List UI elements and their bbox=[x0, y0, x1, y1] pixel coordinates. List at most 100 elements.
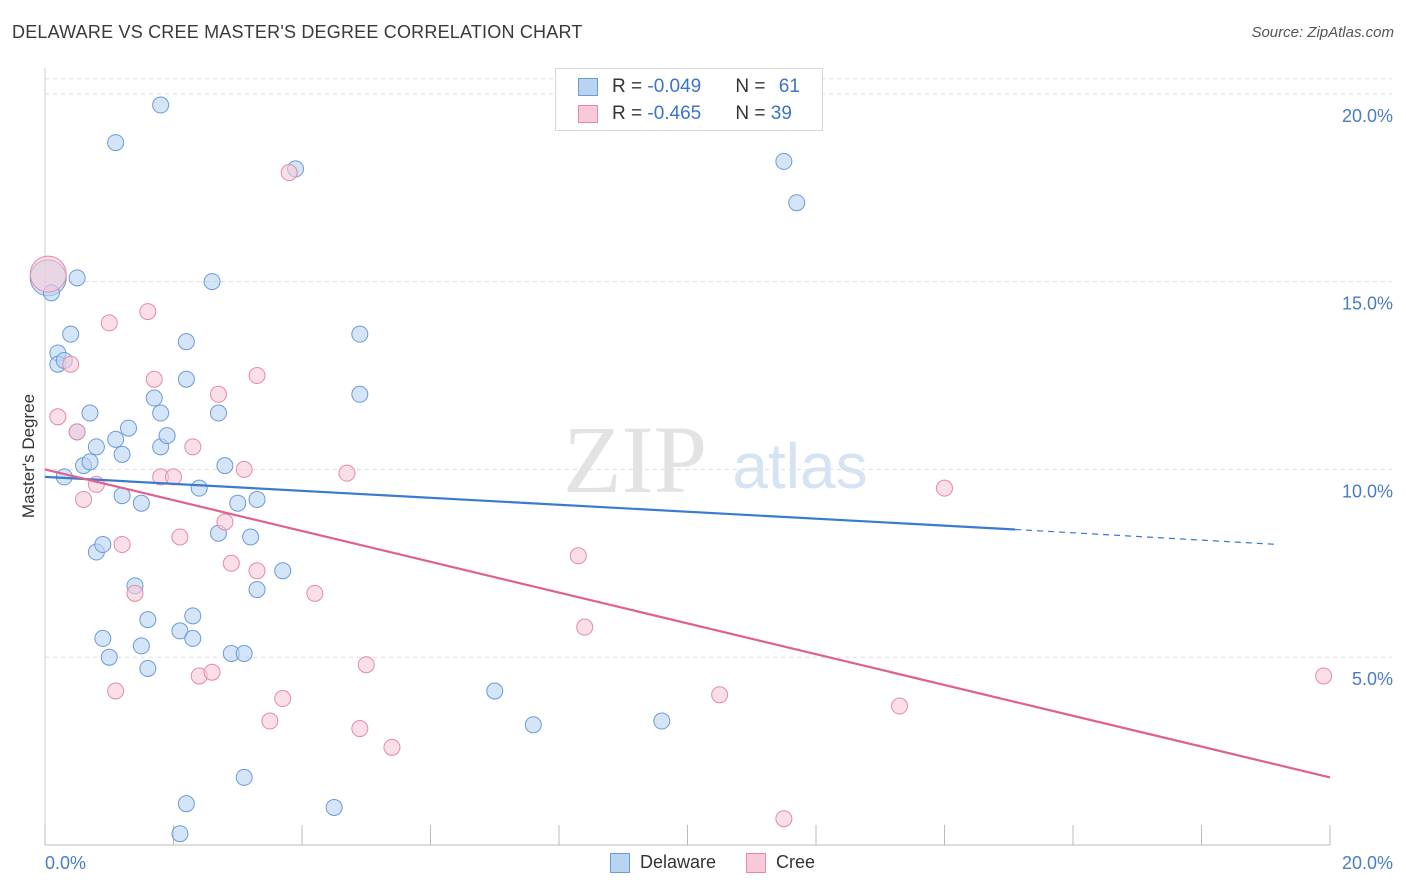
cree-swatch bbox=[578, 105, 598, 123]
delaware-point bbox=[274, 562, 292, 580]
delaware-point bbox=[351, 325, 369, 343]
delaware-point bbox=[235, 768, 253, 786]
delaware-point bbox=[113, 445, 131, 463]
y-tick-label: 10.0% bbox=[1342, 481, 1393, 501]
chart-title: DELAWARE VS CREE MASTER'S DEGREE CORRELA… bbox=[12, 22, 583, 42]
delaware-point bbox=[177, 370, 195, 388]
cree-point bbox=[62, 355, 80, 373]
cree-point bbox=[216, 513, 234, 531]
delaware-point bbox=[248, 490, 266, 508]
delaware-point bbox=[100, 648, 118, 666]
cree-point bbox=[203, 663, 221, 681]
cree-point bbox=[711, 686, 729, 704]
delaware-point bbox=[139, 659, 157, 677]
delaware-point bbox=[62, 325, 80, 343]
delaware-point bbox=[235, 644, 253, 662]
cree-legend-swatch bbox=[746, 852, 767, 873]
cree-point bbox=[261, 712, 279, 730]
delaware-point bbox=[107, 134, 125, 152]
delaware-point bbox=[486, 682, 504, 700]
delaware-point bbox=[653, 712, 671, 730]
delaware-point bbox=[203, 273, 221, 291]
cree-point bbox=[569, 547, 587, 565]
scatter-points bbox=[29, 96, 1333, 843]
y-tick-label: 5.0% bbox=[1352, 669, 1393, 689]
delaware-point bbox=[184, 607, 202, 625]
delaware-point bbox=[94, 536, 112, 554]
cree-point bbox=[891, 697, 909, 715]
delaware-point bbox=[81, 404, 99, 422]
y-tick-label: 20.0% bbox=[1342, 106, 1393, 126]
delaware-n-label: N = bbox=[735, 76, 771, 97]
legend-row-delaware: R = -0.049 N = 61 bbox=[578, 74, 800, 100]
delaware-r-value: -0.049 bbox=[647, 76, 702, 97]
cree-point bbox=[235, 460, 253, 478]
delaware-point bbox=[229, 494, 247, 512]
watermark-atlas: atlas bbox=[732, 430, 867, 502]
cree-point bbox=[248, 562, 266, 580]
cree-point bbox=[338, 464, 356, 482]
cree-point bbox=[139, 303, 157, 321]
cree-point bbox=[936, 479, 953, 497]
legend-row-cree: R = -0.465 N = 39 bbox=[578, 101, 792, 127]
delaware-trend-line-extension bbox=[1015, 528, 1279, 546]
delaware-point bbox=[209, 404, 227, 422]
cree-point bbox=[68, 423, 86, 441]
legend-item-cree[interactable]: Cree bbox=[746, 852, 815, 873]
delaware-point bbox=[242, 528, 260, 546]
cree-r-value: -0.465 bbox=[647, 103, 702, 124]
cree-point bbox=[184, 438, 202, 456]
cree-point bbox=[1315, 667, 1333, 685]
delaware-point bbox=[139, 611, 157, 629]
delaware-point bbox=[171, 825, 189, 843]
delaware-legend-swatch bbox=[610, 852, 630, 873]
cree-trend-line bbox=[44, 468, 1331, 779]
delaware-point bbox=[158, 427, 176, 445]
cree-point bbox=[209, 385, 227, 403]
cree-point bbox=[576, 618, 594, 636]
stats-legend: R = -0.049 N = 61 R = -0.465 N = 39 bbox=[555, 68, 823, 131]
delaware-point bbox=[152, 404, 170, 422]
watermark-zip: ZIP bbox=[563, 406, 707, 513]
delaware-swatch bbox=[578, 78, 598, 96]
delaware-point bbox=[152, 96, 170, 114]
cree-point bbox=[75, 490, 93, 508]
trend-lines bbox=[44, 468, 1331, 779]
delaware-point bbox=[132, 494, 150, 512]
series-legend: Delaware Cree bbox=[610, 852, 845, 873]
delaware-point bbox=[216, 457, 234, 475]
cree-point bbox=[306, 584, 324, 602]
cree-point bbox=[775, 810, 793, 828]
x-tick-label: 20.0% bbox=[1342, 853, 1393, 873]
cree-point bbox=[248, 366, 266, 384]
delaware-point bbox=[524, 716, 542, 734]
legend-item-delaware[interactable]: Delaware bbox=[610, 852, 716, 873]
cree-n-value: 39 bbox=[770, 103, 792, 124]
cree-point bbox=[280, 164, 298, 182]
delaware-point bbox=[325, 798, 343, 816]
cree-point bbox=[171, 528, 189, 546]
cree-point bbox=[274, 690, 292, 708]
tick-labels: 5.0% 10.0% 15.0% 20.0% 0.0% 20.0% bbox=[45, 106, 1393, 873]
delaware-legend-label: Delaware bbox=[640, 852, 717, 872]
cree-r-label: R = bbox=[612, 103, 648, 124]
cree-point bbox=[222, 554, 240, 572]
delaware-point bbox=[68, 269, 86, 287]
delaware-point bbox=[788, 194, 806, 212]
delaware-point bbox=[177, 333, 195, 351]
delaware-point bbox=[94, 629, 112, 647]
cree-n-label: N = bbox=[735, 103, 771, 124]
delaware-point bbox=[171, 622, 189, 640]
delaware-point bbox=[145, 389, 163, 407]
cree-point bbox=[29, 255, 67, 293]
delaware-point bbox=[87, 438, 105, 456]
delaware-point bbox=[775, 152, 793, 170]
delaware-point bbox=[248, 581, 266, 599]
delaware-r-label: R = bbox=[612, 76, 648, 97]
y-axis-label: Master's Degree bbox=[19, 394, 38, 518]
cree-legend-label: Cree bbox=[776, 852, 816, 872]
delaware-point bbox=[107, 430, 125, 448]
cree-point bbox=[383, 738, 401, 756]
cree-point bbox=[357, 656, 375, 674]
